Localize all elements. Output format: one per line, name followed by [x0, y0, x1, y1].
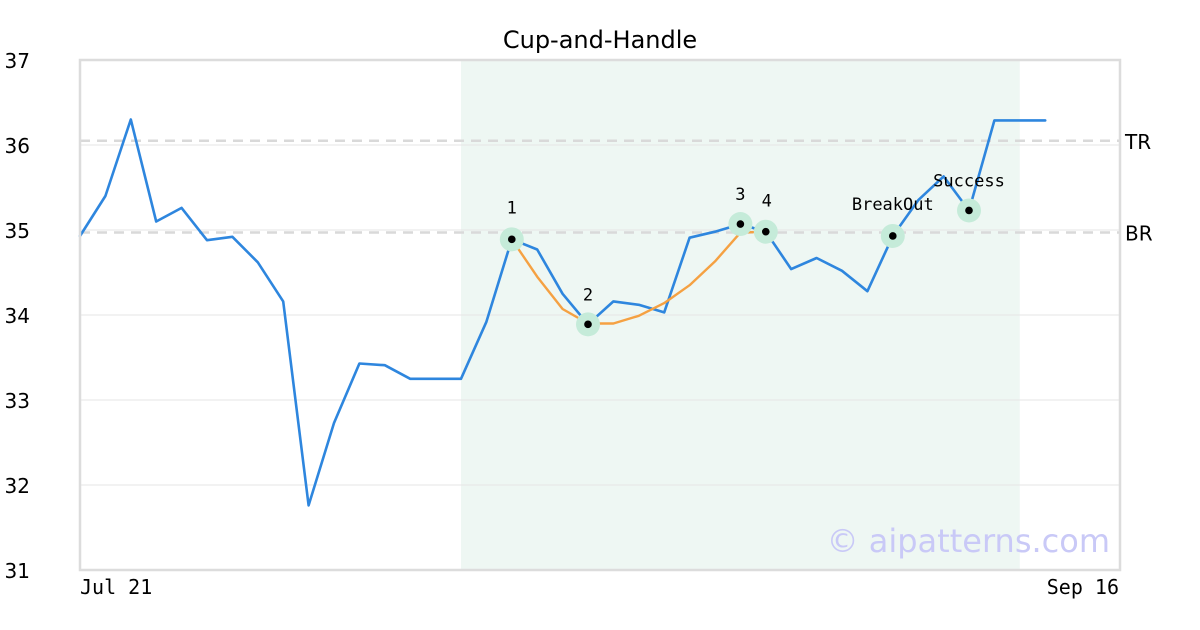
point-label: Success: [933, 171, 1005, 191]
point-dot: [508, 235, 516, 244]
pattern-point-3: 3: [728, 185, 753, 237]
y-tick-label: 36: [5, 134, 30, 158]
point-dot: [736, 220, 745, 228]
y-tick-label: 37: [5, 49, 30, 73]
y-tick-label: 32: [5, 474, 30, 498]
price-series-line: [78, 118, 1047, 507]
point-dot: [584, 320, 592, 329]
pattern-point-1: 1: [499, 198, 524, 252]
pattern-point-4: 4: [753, 192, 778, 244]
point-label: 4: [762, 192, 772, 212]
point-dot: [762, 227, 770, 236]
x-tick-label: Jul 21: [80, 575, 152, 599]
x-tick-label: Sep 16: [1047, 575, 1119, 599]
y-tick-label: 31: [5, 559, 30, 583]
cup-curve-line: [510, 230, 767, 325]
y-tick-label: 35: [5, 219, 30, 243]
point-label: BreakOut: [852, 195, 934, 215]
chart-title: Cup-and-Handle: [503, 26, 697, 54]
watermark-text: © aipatterns.com: [827, 522, 1110, 560]
point-dot: [889, 232, 897, 240]
y-tick-label: 34: [5, 304, 30, 328]
level-label-br: BR: [1125, 222, 1153, 246]
pattern-point-success: Success: [933, 171, 1005, 223]
point-label: 2: [583, 285, 593, 305]
level-label-tr: TR: [1124, 130, 1151, 154]
pattern-point-2: 2: [576, 285, 600, 337]
point-label: 1: [507, 198, 517, 218]
pattern-point-breakout: BreakOut: [852, 195, 934, 248]
plot-frame: [78, 58, 1122, 572]
point-label: 3: [735, 185, 745, 205]
point-dot: [965, 206, 973, 215]
y-tick-label: 33: [5, 389, 30, 413]
